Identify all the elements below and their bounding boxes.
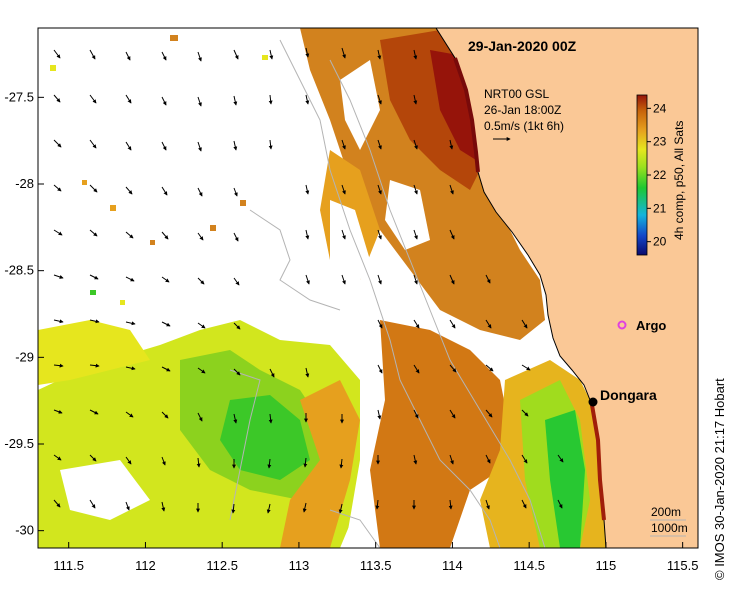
dongara-label: Dongara bbox=[600, 387, 657, 403]
current-vectors bbox=[53, 47, 564, 514]
bathymetry-contours bbox=[229, 39, 546, 548]
current-legend-line3: 0.5m/s (1kt 6h) bbox=[484, 119, 564, 133]
x-tick-label: 115.5 bbox=[667, 558, 699, 573]
colorbar-tick-label: 22 bbox=[653, 168, 667, 182]
credit-line: © IMOS 30-Jan-2020 21:17 Hobart bbox=[712, 378, 727, 580]
sst-patch-green-south bbox=[545, 410, 585, 548]
colorbar-tick-label: 24 bbox=[653, 101, 667, 115]
argo-float-icon bbox=[617, 320, 627, 330]
x-tick-label: 111.5 bbox=[53, 558, 84, 573]
y-tick-label: -27.5 bbox=[4, 89, 34, 104]
sst-patch-yellow bbox=[38, 320, 150, 385]
town-dot-icon bbox=[588, 397, 598, 407]
colorbar: 24 23 22 21 20 4h comp, p50, All Sats bbox=[636, 94, 686, 256]
y-axis: -27.5 -28 -28.5 -29 -29.5 -30 bbox=[4, 89, 44, 538]
current-legend: NRT00 GSL 26-Jan 18:00Z 0.5m/s (1kt 6h) bbox=[484, 87, 564, 141]
x-tick-label: 115 bbox=[596, 558, 617, 573]
colorbar-tick-label: 21 bbox=[653, 201, 667, 215]
argo-label: Argo bbox=[636, 318, 666, 333]
y-tick-label: -29.5 bbox=[4, 436, 34, 451]
x-tick-label: 112 bbox=[135, 558, 156, 573]
colorbar-gradient bbox=[636, 94, 648, 256]
colorbar-tick-label: 20 bbox=[653, 235, 667, 249]
x-tick-label: 112.5 bbox=[206, 558, 238, 573]
dongara-marker[interactable]: Dongara bbox=[588, 387, 658, 407]
current-legend-line2: 26-Jan 18:00Z bbox=[484, 103, 561, 117]
x-tick-label: 114 bbox=[442, 558, 463, 573]
y-tick-label: -29 bbox=[15, 349, 34, 364]
current-legend-line1: NRT00 GSL bbox=[484, 87, 549, 101]
colorbar-label: 4h comp, p50, All Sats bbox=[672, 121, 686, 240]
y-tick-label: -30 bbox=[15, 523, 34, 538]
plot-frame bbox=[37, 27, 699, 549]
colorbar-tick-label: 23 bbox=[653, 135, 667, 149]
sst-patch-orange bbox=[370, 320, 510, 548]
bathymetry-legend: 200m 1000m bbox=[650, 505, 688, 537]
y-tick-label: -28.5 bbox=[4, 263, 34, 278]
y-tick-label: -28 bbox=[15, 176, 34, 191]
argo-marker[interactable]: Argo bbox=[617, 318, 667, 333]
x-tick-label: 113.5 bbox=[360, 558, 392, 573]
x-axis: 111.5 112 112.5 113 113.5 114 114.5 115 115.5 bbox=[53, 542, 698, 573]
x-tick-label: 113 bbox=[289, 558, 310, 573]
bathy-200m-label: 200m bbox=[651, 505, 681, 519]
map-title: 29-Jan-2020 00Z bbox=[468, 38, 577, 54]
x-tick-label: 114.5 bbox=[513, 558, 545, 573]
bathy-1000m-label: 1000m bbox=[651, 521, 688, 535]
